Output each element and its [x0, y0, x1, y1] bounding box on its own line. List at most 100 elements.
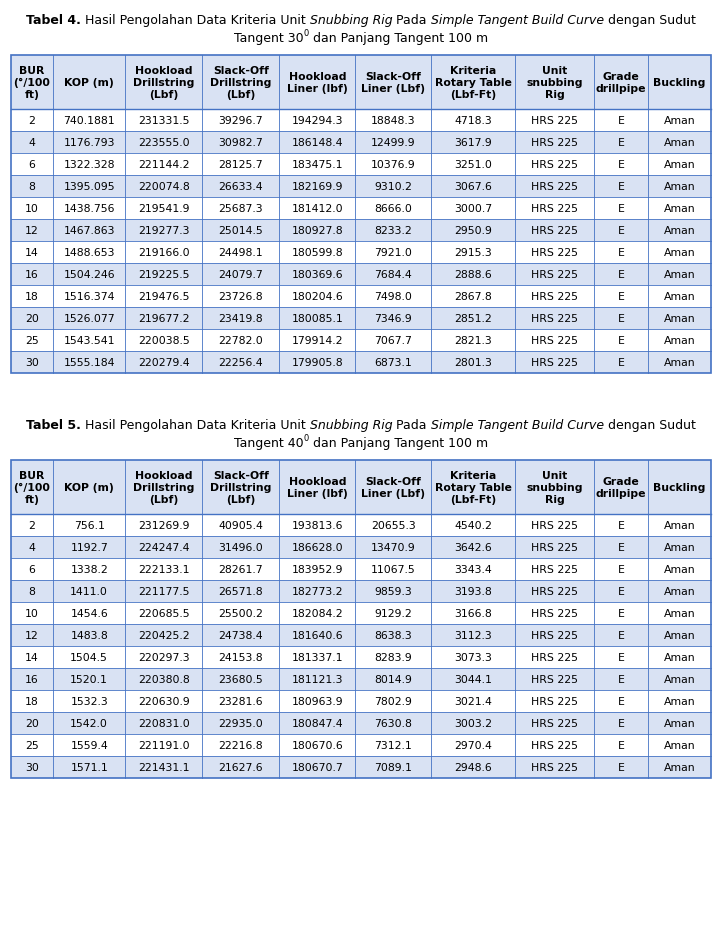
Text: Hookload
Liner (lbf): Hookload Liner (lbf)	[287, 71, 347, 94]
Text: 4: 4	[29, 138, 35, 148]
Text: E: E	[618, 226, 625, 236]
Text: 20: 20	[25, 314, 39, 324]
Text: 2: 2	[29, 116, 35, 126]
Text: 193813.6: 193813.6	[292, 521, 343, 531]
Text: 4: 4	[29, 542, 35, 552]
Text: 7498.0: 7498.0	[374, 291, 412, 302]
Text: 220831.0: 220831.0	[138, 718, 190, 728]
Text: Aman: Aman	[664, 741, 695, 750]
Text: 2948.6: 2948.6	[454, 762, 492, 772]
Text: Aman: Aman	[664, 116, 695, 126]
Text: Aman: Aman	[664, 204, 695, 213]
Bar	[11, 220, 711, 241]
Bar	[11, 132, 711, 154]
Text: HRS 225: HRS 225	[531, 270, 578, 279]
Bar	[11, 308, 711, 329]
Text: 1520.1: 1520.1	[70, 675, 108, 684]
Text: 1483.8: 1483.8	[70, 630, 108, 640]
Text: 23680.5: 23680.5	[219, 675, 264, 684]
Bar	[11, 329, 711, 352]
Text: 7802.9: 7802.9	[374, 696, 412, 706]
Text: Hasil Pengolahan Data Kriteria Unit: Hasil Pengolahan Data Kriteria Unit	[81, 419, 310, 432]
Bar	[11, 536, 711, 559]
Text: 8: 8	[29, 586, 35, 597]
Bar	[11, 602, 711, 625]
Text: 28261.7: 28261.7	[219, 564, 263, 574]
Text: 39296.7: 39296.7	[219, 116, 263, 126]
Text: 24498.1: 24498.1	[219, 248, 263, 258]
Text: Aman: Aman	[664, 696, 695, 706]
Text: Tangent 30: Tangent 30	[234, 32, 304, 45]
Text: 25: 25	[25, 741, 39, 750]
Text: 1504.5: 1504.5	[70, 652, 108, 663]
Text: Hasil Pengolahan Data Kriteria Unit: Hasil Pengolahan Data Kriteria Unit	[81, 14, 310, 27]
Text: 180599.8: 180599.8	[292, 248, 343, 258]
Text: Aman: Aman	[664, 521, 695, 531]
Text: Kriteria
Rotary Table
(Lbf-Ft): Kriteria Rotary Table (Lbf-Ft)	[435, 470, 511, 505]
Text: 14: 14	[25, 652, 39, 663]
Text: HRS 225: HRS 225	[531, 357, 578, 367]
Text: dan Panjang Tangent 100 m: dan Panjang Tangent 100 m	[309, 32, 488, 45]
Text: 186628.0: 186628.0	[292, 542, 343, 552]
Bar	[11, 264, 711, 286]
Text: 1411.0: 1411.0	[70, 586, 108, 597]
Text: 20: 20	[25, 718, 39, 728]
Text: 9129.2: 9129.2	[374, 609, 412, 618]
Text: 219277.3: 219277.3	[138, 226, 190, 236]
Text: 3000.7: 3000.7	[454, 204, 492, 213]
Text: 31496.0: 31496.0	[219, 542, 264, 552]
Text: HRS 225: HRS 225	[531, 160, 578, 170]
Text: HRS 225: HRS 225	[531, 204, 578, 213]
Bar	[11, 56, 711, 110]
Text: 220038.5: 220038.5	[138, 336, 190, 345]
Text: 231331.5: 231331.5	[138, 116, 190, 126]
Text: 220297.3: 220297.3	[138, 652, 190, 663]
Text: 1338.2: 1338.2	[70, 564, 108, 574]
Text: 0: 0	[304, 29, 309, 38]
Text: 25500.2: 25500.2	[218, 609, 264, 618]
Text: Aman: Aman	[664, 542, 695, 552]
Text: 221177.5: 221177.5	[138, 586, 190, 597]
Text: E: E	[618, 718, 625, 728]
Text: 1176.793: 1176.793	[64, 138, 115, 148]
Bar	[11, 460, 711, 514]
Text: 2867.8: 2867.8	[454, 291, 492, 302]
Text: 1571.1: 1571.1	[70, 762, 108, 772]
Text: 7630.8: 7630.8	[374, 718, 412, 728]
Text: 23419.8: 23419.8	[219, 314, 263, 324]
Text: HRS 225: HRS 225	[531, 652, 578, 663]
Text: 30982.7: 30982.7	[219, 138, 264, 148]
Text: Aman: Aman	[664, 248, 695, 258]
Text: E: E	[618, 116, 625, 126]
Text: HRS 225: HRS 225	[531, 291, 578, 302]
Text: KOP (m): KOP (m)	[64, 483, 114, 493]
Text: 1516.374: 1516.374	[64, 291, 115, 302]
Text: 1526.077: 1526.077	[64, 314, 115, 324]
Text: HRS 225: HRS 225	[531, 521, 578, 531]
Text: 182169.9: 182169.9	[292, 182, 343, 192]
Text: 183475.1: 183475.1	[292, 160, 343, 170]
Text: E: E	[618, 630, 625, 640]
Text: Grade
drillpipe: Grade drillpipe	[596, 71, 646, 94]
Text: 222133.1: 222133.1	[138, 564, 190, 574]
Bar	[11, 690, 711, 712]
Text: E: E	[618, 521, 625, 531]
Text: 3021.4: 3021.4	[454, 696, 492, 706]
Text: 220074.8: 220074.8	[138, 182, 190, 192]
Bar	[11, 712, 711, 734]
Text: E: E	[618, 204, 625, 213]
Text: Hookload
Drillstring
(Lbf): Hookload Drillstring (Lbf)	[133, 470, 194, 505]
Text: 3642.6: 3642.6	[454, 542, 492, 552]
Text: 7067.7: 7067.7	[374, 336, 412, 345]
Text: Pada: Pada	[392, 419, 431, 432]
Bar	[11, 668, 711, 690]
Text: 1488.653: 1488.653	[64, 248, 115, 258]
Text: HRS 225: HRS 225	[531, 314, 578, 324]
Text: HRS 225: HRS 225	[531, 248, 578, 258]
Text: 219225.5: 219225.5	[138, 270, 190, 279]
Text: 194294.3: 194294.3	[292, 116, 343, 126]
Text: Aman: Aman	[664, 182, 695, 192]
Text: HRS 225: HRS 225	[531, 718, 578, 728]
Text: 180204.6: 180204.6	[292, 291, 343, 302]
Text: HRS 225: HRS 225	[531, 675, 578, 684]
